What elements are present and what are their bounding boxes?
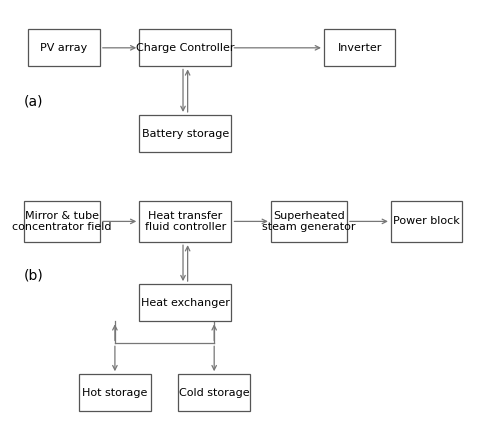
FancyBboxPatch shape	[139, 284, 231, 321]
Text: Superheated
steam generator: Superheated steam generator	[262, 210, 355, 232]
Text: Inverter: Inverter	[337, 43, 382, 53]
FancyBboxPatch shape	[28, 29, 100, 66]
FancyBboxPatch shape	[178, 374, 250, 412]
FancyBboxPatch shape	[139, 29, 231, 66]
Text: (b): (b)	[24, 268, 44, 282]
Text: Mirror & tube
concentrator field: Mirror & tube concentrator field	[12, 210, 112, 232]
FancyBboxPatch shape	[324, 29, 396, 66]
FancyBboxPatch shape	[391, 201, 462, 242]
FancyBboxPatch shape	[271, 201, 347, 242]
Text: Heat transfer
fluid controller: Heat transfer fluid controller	[145, 210, 226, 232]
Text: Power block: Power block	[393, 216, 460, 227]
FancyBboxPatch shape	[24, 201, 100, 242]
FancyBboxPatch shape	[139, 201, 231, 242]
Text: Charge Controller: Charge Controller	[136, 43, 235, 53]
Text: (a): (a)	[24, 95, 43, 109]
Text: Hot storage: Hot storage	[82, 388, 148, 398]
Text: Heat exchanger: Heat exchanger	[141, 298, 230, 307]
FancyBboxPatch shape	[139, 115, 231, 152]
Text: PV array: PV array	[41, 43, 88, 53]
Text: Cold storage: Cold storage	[179, 388, 250, 398]
Text: Battery storage: Battery storage	[142, 129, 229, 138]
FancyBboxPatch shape	[79, 374, 151, 412]
